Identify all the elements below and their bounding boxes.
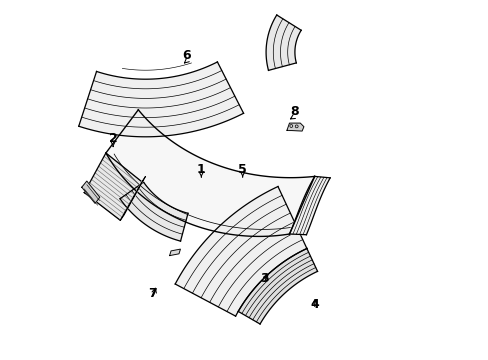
Polygon shape bbox=[289, 176, 329, 235]
Polygon shape bbox=[238, 248, 317, 324]
Text: 8: 8 bbox=[289, 105, 298, 118]
Text: 4: 4 bbox=[310, 298, 319, 311]
Polygon shape bbox=[169, 249, 180, 256]
Polygon shape bbox=[120, 182, 187, 241]
Polygon shape bbox=[175, 186, 306, 316]
Text: 5: 5 bbox=[238, 163, 246, 176]
Polygon shape bbox=[286, 123, 303, 131]
Text: 1: 1 bbox=[197, 163, 205, 176]
Text: 3: 3 bbox=[260, 273, 268, 285]
Polygon shape bbox=[79, 62, 243, 137]
Text: 2: 2 bbox=[108, 132, 117, 145]
Polygon shape bbox=[265, 15, 301, 70]
Polygon shape bbox=[84, 153, 142, 220]
Polygon shape bbox=[81, 181, 100, 203]
Text: 6: 6 bbox=[182, 49, 191, 62]
Polygon shape bbox=[106, 110, 314, 237]
Polygon shape bbox=[120, 176, 145, 220]
Text: 7: 7 bbox=[148, 287, 157, 300]
